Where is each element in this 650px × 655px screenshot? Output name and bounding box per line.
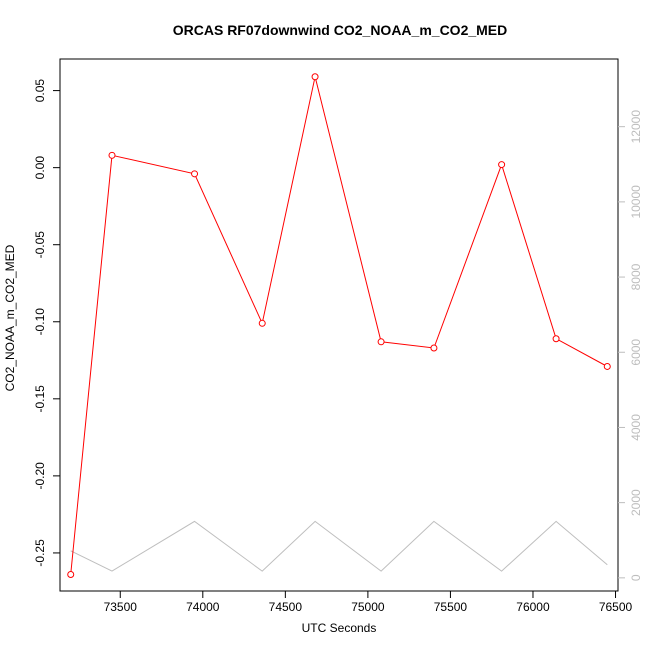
series-layer — [67, 73, 611, 579]
y-tick-label: -0.15 — [33, 385, 47, 413]
data-point — [377, 338, 385, 346]
y-axis-left: 0.05 0.00 -0.05 -0.10 -0.15 -0.20 -0.25 — [33, 79, 60, 567]
data-point — [552, 335, 560, 343]
y-axis-right: 0 2000 4000 6000 8000 10000 12000 — [618, 110, 643, 581]
y-tick-label: -0.20 — [33, 462, 47, 490]
x-tick-label: 74500 — [269, 600, 303, 614]
plot-frame — [59, 58, 619, 592]
y-tick-label: -0.05 — [33, 231, 47, 259]
y-tick-label: 0.00 — [33, 156, 47, 180]
chart-title: ORCAS RF07downwind CO2_NOAA_m_CO2_MED — [173, 22, 508, 38]
y-tick-label: 0.05 — [33, 79, 47, 103]
y-tick-label: -0.25 — [33, 539, 47, 567]
data-point — [108, 151, 116, 159]
y2-tick-label: 2000 — [629, 489, 643, 516]
y2-tick-label: 12000 — [629, 110, 643, 144]
y2-tick-label: 6000 — [629, 339, 643, 366]
series-line-co2-noaa-m-co2-med — [70, 76, 608, 575]
x-tick-label: 76000 — [516, 600, 550, 614]
data-point — [498, 161, 506, 169]
y2-tick-label: 10000 — [629, 185, 643, 219]
x-axis-label: UTC Seconds — [302, 621, 377, 635]
y2-tick-label: 0 — [629, 574, 643, 581]
x-tick-label: 74000 — [186, 600, 220, 614]
y-tick-label: -0.10 — [33, 308, 47, 336]
x-axis: 73500 74000 74500 75000 75500 76000 76500 — [104, 591, 633, 614]
series-line-altitude — [70, 520, 608, 572]
data-point — [258, 319, 266, 327]
data-point — [67, 571, 75, 579]
y2-tick-label: 4000 — [629, 414, 643, 441]
data-point — [191, 170, 199, 178]
x-tick-label: 75000 — [351, 600, 385, 614]
y2-tick-label: 8000 — [629, 263, 643, 290]
x-tick-label: 73500 — [104, 600, 138, 614]
x-tick-label: 76500 — [599, 600, 633, 614]
data-point — [603, 362, 611, 370]
data-point — [311, 73, 319, 81]
data-point — [430, 344, 438, 352]
x-tick-label: 75500 — [434, 600, 468, 614]
y-axis-label: CO2_NOAA_m_CO2_MED — [3, 244, 17, 391]
